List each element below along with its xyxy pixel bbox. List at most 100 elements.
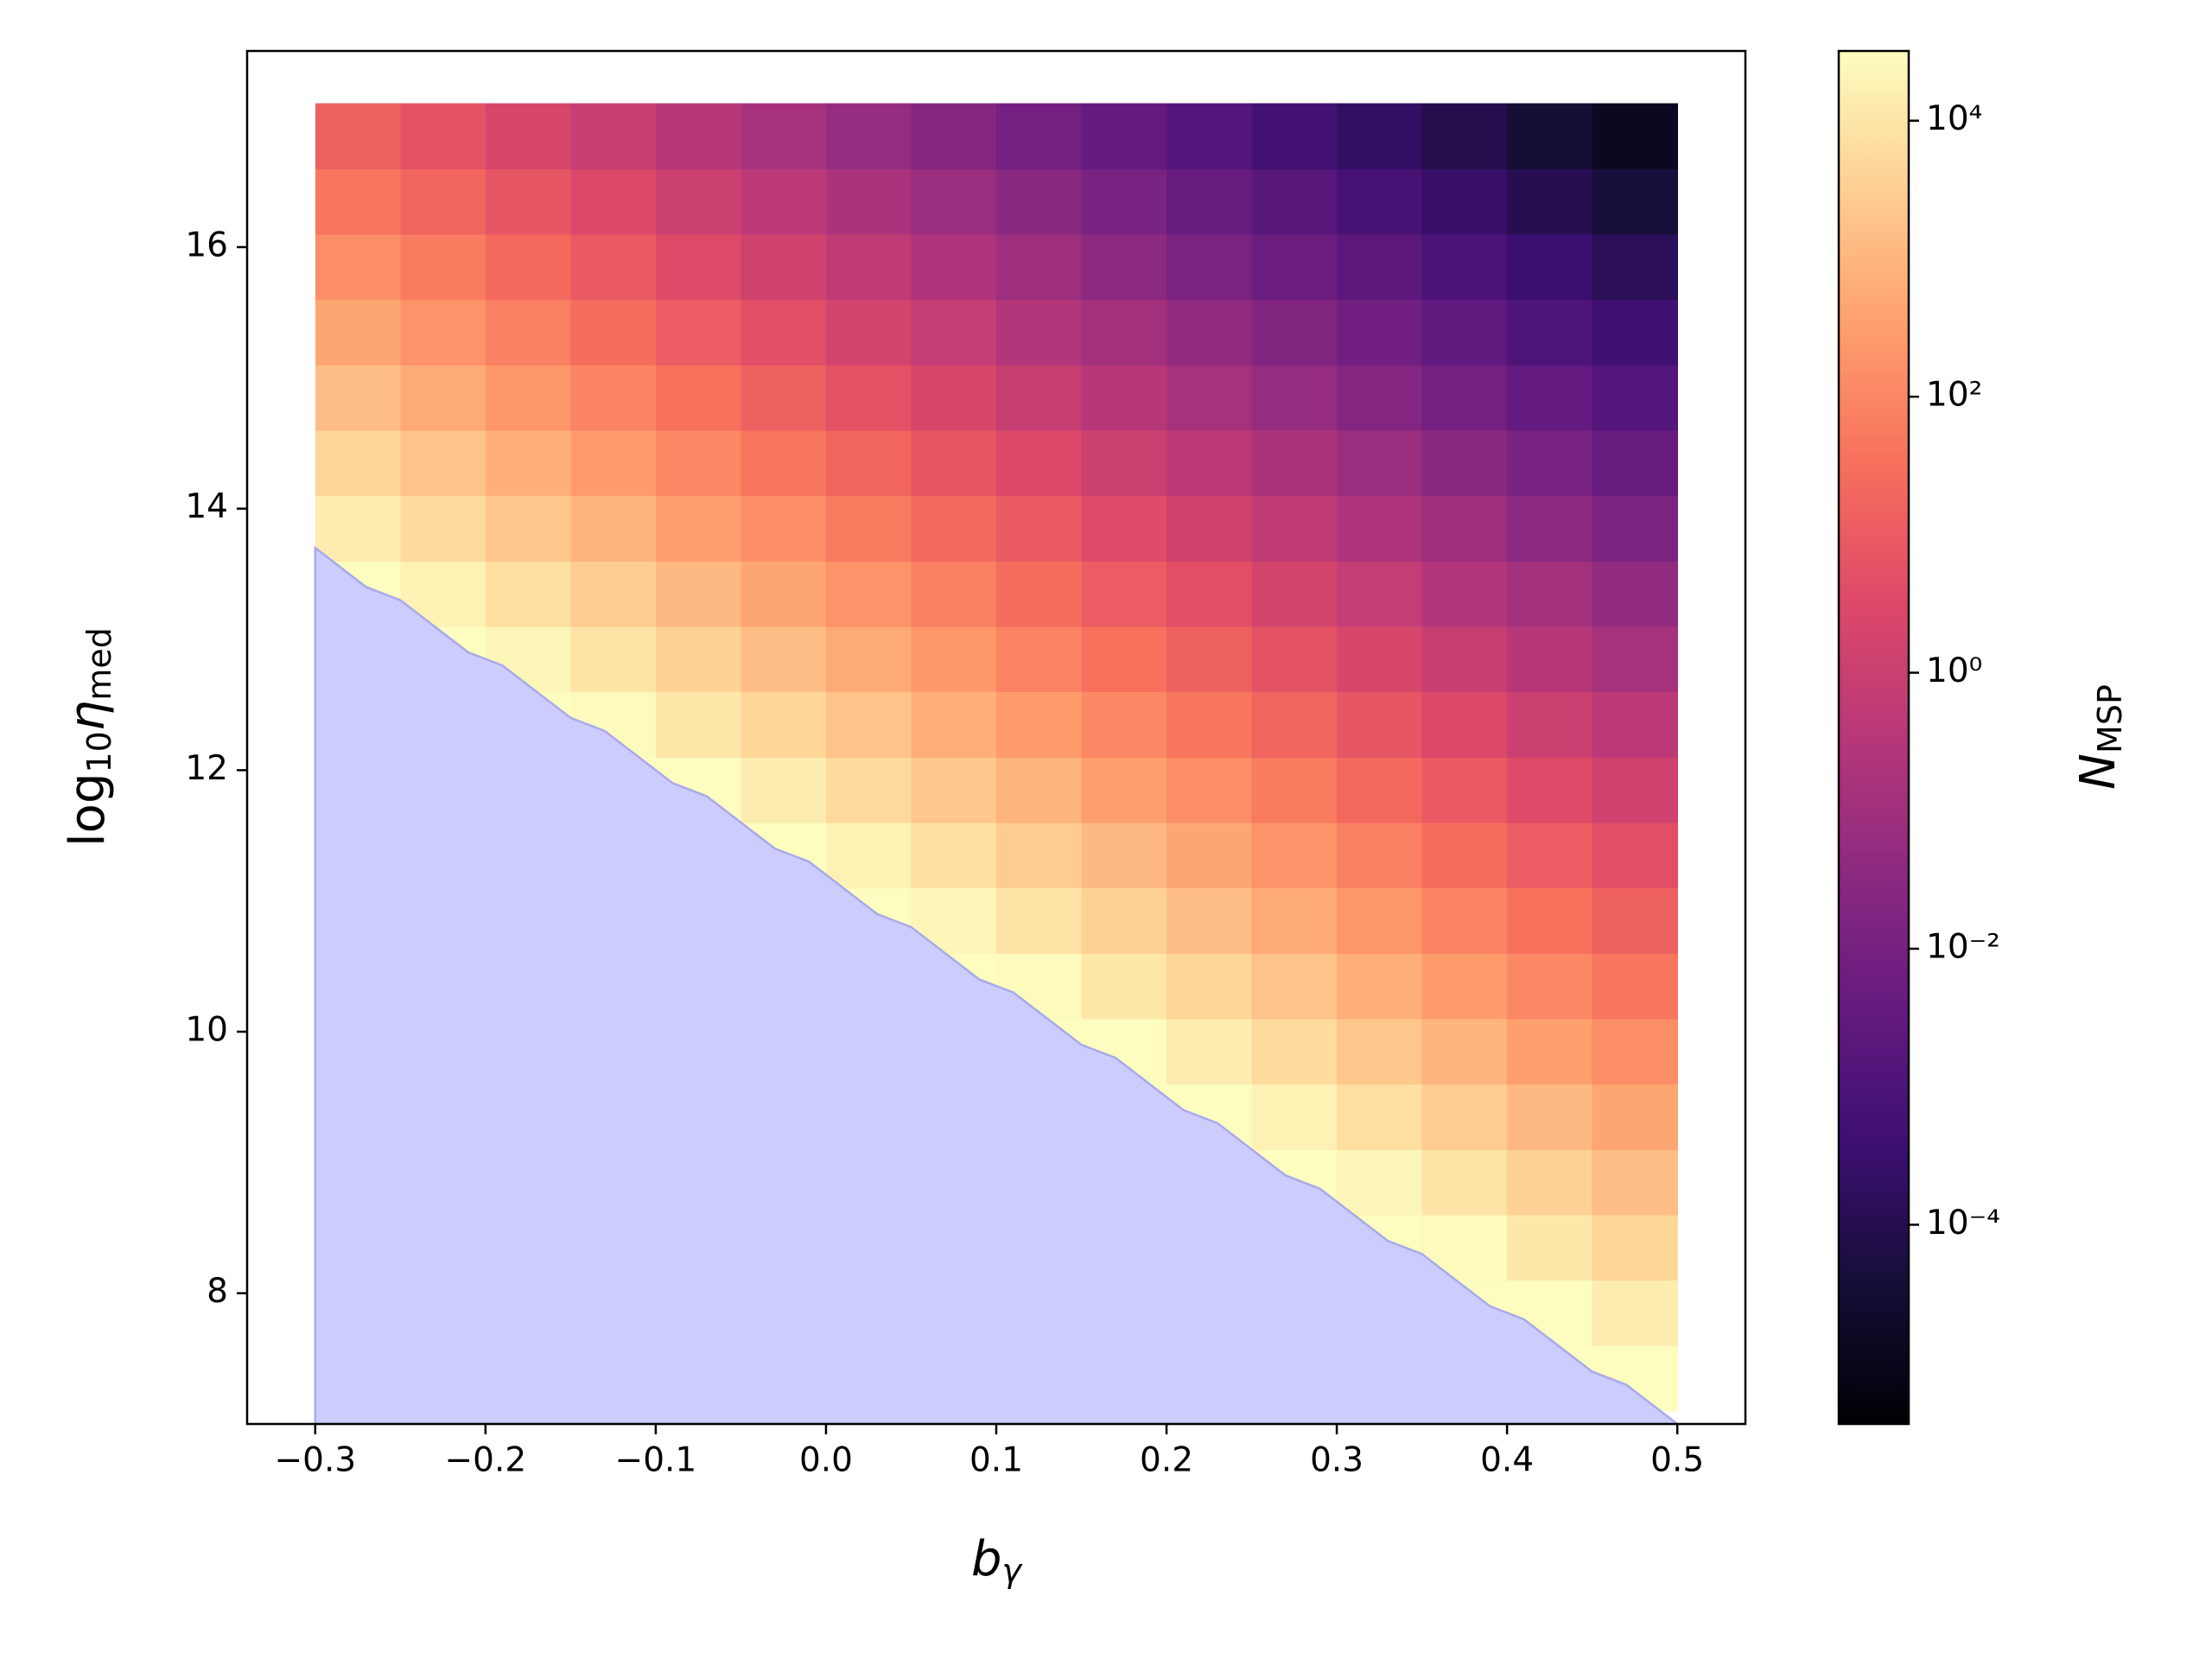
- heatmap-cell: [1337, 233, 1423, 301]
- heatmap-cell: [1421, 495, 1508, 562]
- heatmap-cell: [1592, 1084, 1678, 1150]
- heatmap-cell: [741, 429, 827, 497]
- heatmap-cell: [655, 691, 742, 758]
- heatmap-cell: [1251, 822, 1338, 889]
- heatmap-cell: [570, 626, 657, 693]
- heatmap-cell: [996, 429, 1083, 497]
- heatmap-cell: [1166, 691, 1253, 758]
- heatmap-cell: [1592, 1280, 1678, 1346]
- heatmap-cell: [655, 561, 742, 627]
- heatmap-cell: [1421, 103, 1508, 169]
- heatmap-cell: [1421, 953, 1508, 1020]
- heatmap-cell: [400, 429, 486, 497]
- heatmap-cell: [315, 233, 401, 301]
- heatmap-cell: [570, 233, 657, 301]
- heatmap-cell: [1166, 429, 1253, 497]
- heatmap-cell: [911, 233, 997, 301]
- heatmap-cell: [1337, 1018, 1423, 1085]
- heatmap-cell: [1251, 495, 1338, 562]
- heatmap-cell: [741, 626, 827, 693]
- colorbar-tick-label: 10⁴: [1926, 99, 1982, 138]
- heatmap-cell: [911, 626, 997, 693]
- heatmap-cell: [1337, 103, 1423, 169]
- heatmap-cell: [1507, 168, 1593, 235]
- heatmap-cell: [1507, 822, 1593, 889]
- heatmap-cell: [1592, 887, 1678, 954]
- excluded-region: [314, 545, 1681, 1426]
- heatmap-cell: [911, 495, 997, 562]
- heatmap-cell: [485, 561, 571, 627]
- heatmap-cell: [1421, 1149, 1508, 1216]
- heatmap-cell: [570, 495, 657, 562]
- heatmap-cell: [825, 495, 912, 562]
- heatmap-cell: [825, 626, 912, 693]
- y-tick-label: 16: [185, 226, 228, 265]
- heatmap-cell: [1592, 822, 1678, 889]
- x-tick-label: −0.2: [445, 1441, 527, 1480]
- heatmap-cell: [1251, 1084, 1338, 1150]
- x-tick-label: −0.1: [615, 1441, 697, 1480]
- heatmap-cell: [400, 299, 486, 365]
- heatmap-cell: [1507, 233, 1593, 301]
- heatmap-cell: [911, 561, 997, 627]
- heatmap-cell: [315, 103, 401, 169]
- heatmap-cell: [996, 822, 1083, 889]
- heatmap-cell: [1166, 757, 1253, 823]
- heatmap-cell: [1592, 626, 1678, 693]
- heatmap-cell: [1592, 953, 1678, 1020]
- heatmap-cell: [400, 168, 486, 235]
- heatmap-cell: [1166, 495, 1253, 562]
- heatmap-cell: [741, 168, 827, 235]
- heatmap-cell: [741, 495, 827, 562]
- heatmap-cell: [1421, 561, 1508, 627]
- heatmap-cell: [1592, 103, 1678, 169]
- heatmap-cell: [1251, 953, 1338, 1020]
- heatmap-cell: [825, 233, 912, 301]
- heatmap-cell: [1251, 626, 1338, 693]
- heatmap-cell: [485, 429, 571, 497]
- heatmap-cell: [315, 495, 401, 562]
- heatmap-cell: [570, 365, 657, 431]
- heatmap-cell: [485, 103, 571, 169]
- heatmap-cell: [996, 233, 1083, 301]
- colorbar-label-symbol: N: [2070, 753, 2126, 790]
- heatmap-cell: [1081, 626, 1167, 693]
- heatmap-cell: [1166, 299, 1253, 365]
- x-tick-label: 0.0: [799, 1441, 853, 1480]
- heatmap-cell: [1081, 299, 1167, 365]
- heatmap-cell: [1337, 1149, 1423, 1216]
- heatmap-cell: [1592, 365, 1678, 431]
- heatmap-cell: [1166, 1018, 1253, 1085]
- heatmap-cell: [1592, 1018, 1678, 1085]
- heatmap-cell: [825, 561, 912, 627]
- heatmap-cell: [655, 429, 742, 497]
- heatmap-cell: [1507, 626, 1593, 693]
- heatmap-cell: [825, 429, 912, 497]
- heatmap-cell: [570, 168, 657, 235]
- heatmap-cell: [741, 299, 827, 365]
- x-tick-label: 0.4: [1480, 1441, 1534, 1480]
- heatmap-cell: [1421, 429, 1508, 497]
- heatmap-cell: [1507, 1084, 1593, 1150]
- heatmap-cell: [400, 233, 486, 301]
- heatmap-cell: [741, 233, 827, 301]
- heatmap-cell: [911, 691, 997, 758]
- heatmap-cell: [1421, 1018, 1508, 1085]
- heatmap-cell: [1592, 299, 1678, 365]
- heatmap-cell: [1081, 429, 1167, 497]
- heatmap-cell: [1421, 299, 1508, 365]
- heatmap-cell: [1507, 365, 1593, 431]
- heatmap-cell: [1507, 495, 1593, 562]
- heatmap-cell: [1337, 1084, 1423, 1150]
- heatmap-cell: [1337, 626, 1423, 693]
- heatmap-cell: [1081, 168, 1167, 235]
- heatmap-cell: [1421, 757, 1508, 823]
- heatmap-cell: [1592, 168, 1678, 235]
- heatmap-cell: [825, 365, 912, 431]
- heatmap-cell: [400, 365, 486, 431]
- heatmap-cell: [911, 429, 997, 497]
- colorbar-tick-label: 10⁻⁴: [1926, 1204, 2000, 1243]
- x-tick-label: 0.3: [1310, 1441, 1363, 1480]
- heatmap-cell: [1592, 233, 1678, 301]
- heatmap-cell: [1337, 561, 1423, 627]
